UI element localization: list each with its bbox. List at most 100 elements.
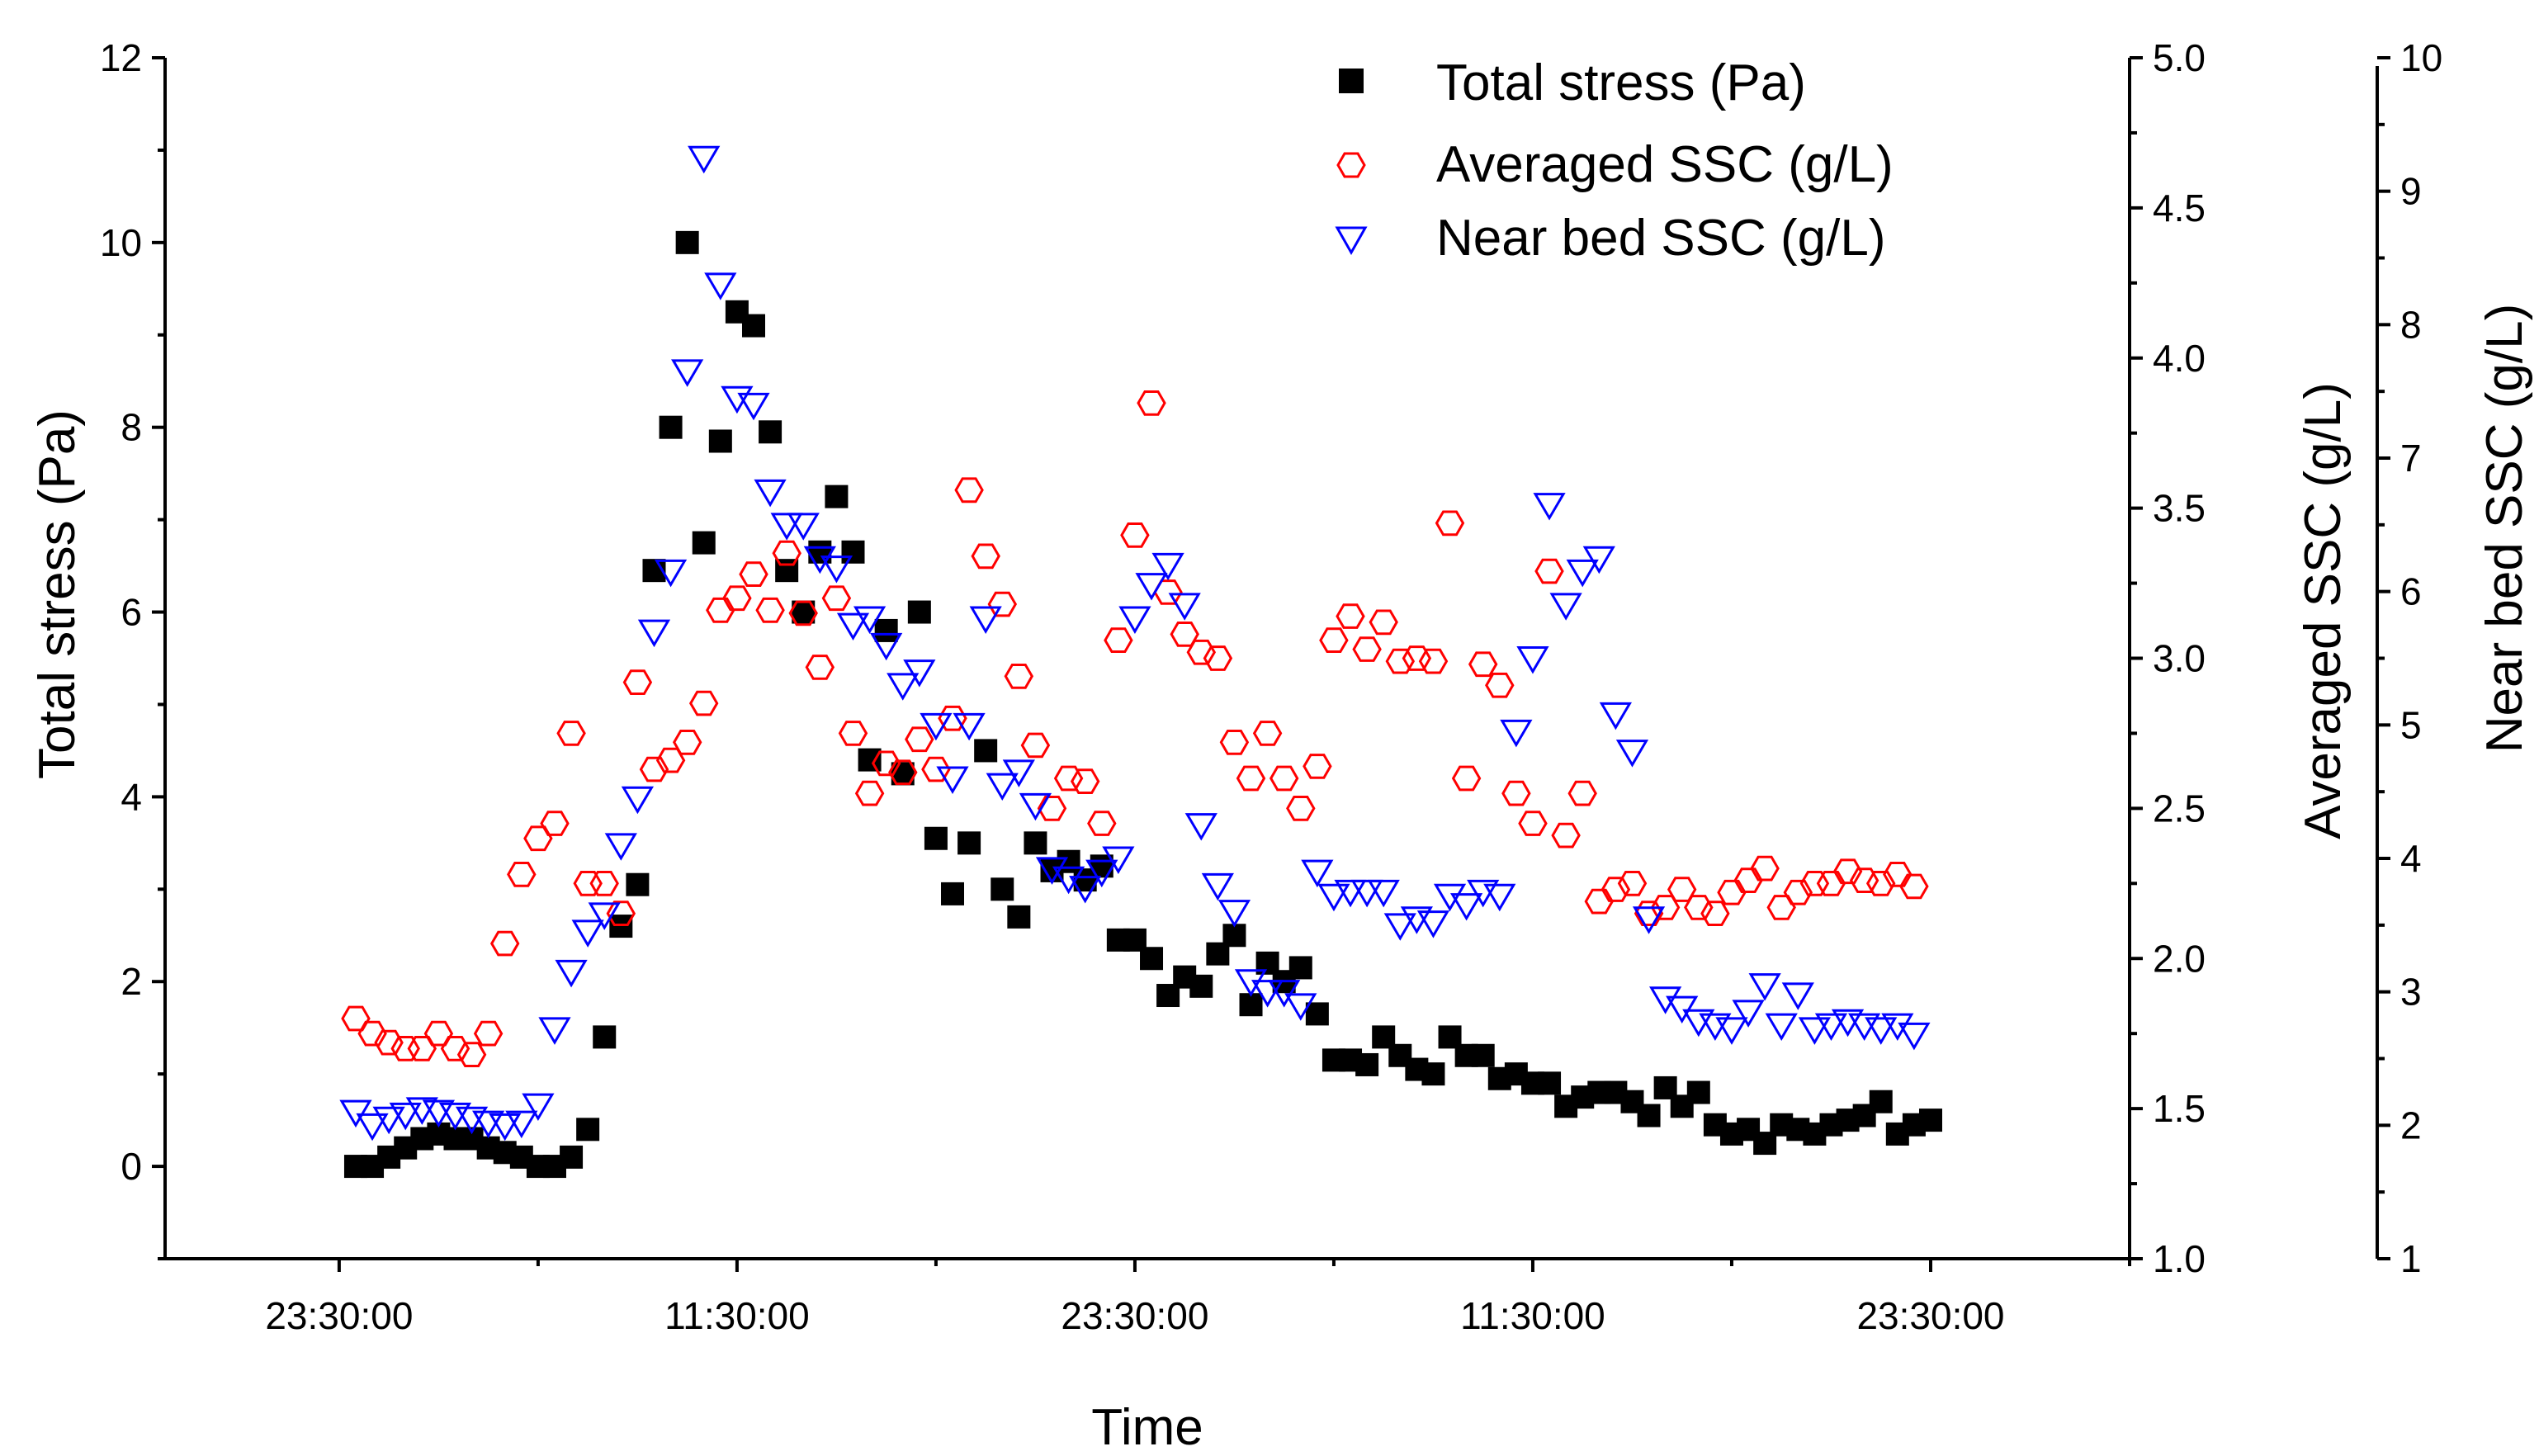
averaged-ssc-point (1750, 855, 1780, 882)
near-bed-ssc-point (986, 773, 1019, 801)
averaged-ssc-point (589, 871, 619, 896)
total-stress-point (957, 831, 981, 855)
averaged-ssc-point (1104, 627, 1133, 653)
averaged-ssc-point (938, 705, 967, 731)
averaged-ssc-point (606, 901, 636, 926)
near-bed-ssc-point (870, 632, 903, 661)
axes (163, 58, 2379, 1260)
averaged-ssc-point (1203, 645, 1233, 671)
near-bed-ssc-point (1814, 1013, 1848, 1042)
near-bed-ssc-point (920, 712, 953, 741)
right-axis-1-tick-label: 5.0 (2153, 36, 2206, 79)
x-axis-tick-label: 23:30:00 (1061, 1294, 1208, 1337)
averaged-ssc-point (390, 1036, 420, 1061)
left-axis-tick-label: 0 (121, 1145, 142, 1188)
averaged-ssc-point (788, 600, 818, 626)
right-axis-2-tick-label: 2 (2400, 1104, 2422, 1146)
near-bed-ssc-point (1102, 846, 1135, 874)
near-bed-ssc-point (1052, 866, 1085, 895)
near-bed-ssc-point (604, 833, 637, 861)
averaged-ssc-point (1286, 796, 1316, 821)
near-bed-ssc-point (372, 1106, 405, 1135)
legend-marker-averaged-ssc (1336, 152, 1366, 178)
averaged-ssc-point (905, 726, 934, 753)
averaged-ssc-point (1352, 636, 1382, 662)
near-bed-ssc-point (1865, 1017, 1898, 1045)
near-bed-ssc-point (1748, 973, 1781, 1001)
total-stress-point (759, 420, 783, 444)
left-axis-tick-label: 2 (121, 960, 142, 1003)
averaged-ssc-point (1717, 879, 1747, 905)
near-bed-ssc-point (637, 619, 671, 648)
legend-label-averaged-ssc: Averaged SSC (g/L) (1436, 136, 1894, 193)
total-stress-point (692, 531, 716, 555)
averaged-ssc-point (523, 825, 553, 852)
averaged-ssc-point (1816, 871, 1846, 896)
near-bed-ssc-point (1516, 646, 1549, 674)
series-total-stress-pa (343, 230, 1942, 1179)
averaged-ssc-point (954, 477, 984, 503)
near-bed-ssc-point (1301, 859, 1334, 888)
averaged-ssc-point (755, 597, 785, 623)
total-stress-point (1305, 1002, 1329, 1026)
averaged-ssc-point (1252, 721, 1283, 746)
near-bed-ssc-point (754, 479, 787, 508)
averaged-ssc-point (473, 1020, 504, 1047)
ticks (152, 56, 2390, 1272)
series-near-bed-ssc-g-l (339, 145, 1931, 1142)
averaged-ssc-point (1236, 765, 1266, 792)
averaged-ssc-point (573, 871, 603, 896)
near-bed-ssc-point (538, 1017, 571, 1045)
averaged-ssc-point (540, 811, 570, 836)
total-stress-point (1222, 924, 1246, 948)
averaged-ssc-point (1501, 780, 1531, 806)
right-axis-2-tick-label: 10 (2400, 36, 2442, 79)
near-bed-ssc-point (671, 359, 704, 387)
near-bed-ssc-point (1582, 546, 1615, 574)
averaged-ssc-point (1799, 871, 1830, 896)
near-bed-ssc-point (571, 919, 604, 948)
near-bed-ssc-point (1500, 719, 1533, 748)
near-bed-ssc-point (1069, 876, 1102, 904)
averaged-ssc-point (1402, 645, 1432, 671)
averaged-ssc-point (1832, 858, 1863, 885)
near-bed-ssc-point (1201, 872, 1234, 901)
averaged-ssc-point (1319, 627, 1349, 653)
right-axis-1-tick-label: 2.0 (2153, 937, 2206, 980)
averaged-ssc-point (407, 1036, 437, 1061)
near-bed-ssc-point (505, 1110, 538, 1139)
near-bed-ssc-point (1151, 552, 1184, 581)
near-bed-ssc-point (1019, 792, 1052, 821)
total-stress-point (974, 739, 998, 763)
near-bed-ssc-point (588, 902, 621, 930)
averaged-ssc-point (1468, 651, 1498, 678)
left-axis-tick-label: 12 (100, 36, 142, 79)
averaged-ssc-point (1518, 811, 1548, 836)
averaged-ssc-point (1684, 895, 1714, 920)
near-bed-ssc-point (1217, 900, 1251, 928)
near-bed-ssc-point (1549, 593, 1582, 621)
total-stress-point (1288, 956, 1312, 980)
x-axis-title: Time (1091, 1399, 1203, 1456)
near-bed-ssc-point (1168, 593, 1201, 621)
averaged-ssc-point (1004, 664, 1034, 689)
legend-marker-total-stress (1339, 69, 1364, 93)
near-bed-ssc-point (936, 766, 969, 794)
averaged-ssc-point (1551, 822, 1581, 849)
right-axis-1-tick-label: 1.0 (2153, 1237, 2206, 1280)
near-bed-ssc-point (1350, 879, 1383, 908)
near-bed-ssc-point (1433, 883, 1467, 912)
averaged-ssc-point (1435, 510, 1465, 537)
total-stress-point (907, 600, 931, 624)
averaged-ssc-point (1567, 780, 1597, 806)
right-axis-2-tick-label: 4 (2400, 837, 2422, 880)
near-bed-ssc-point (1533, 493, 1566, 521)
legend: Total stress (Pa) Averaged SSC (g/L) Nea… (1335, 54, 1894, 267)
right-axis-1-tick-label: 2.5 (2153, 787, 2206, 830)
total-stress-point (991, 877, 1014, 901)
tick-labels: 0246810121.01.52.02.53.03.54.04.55.01234… (100, 36, 2442, 1337)
averaged-ssc-point (639, 756, 669, 782)
total-stress-point (1918, 1109, 1942, 1132)
near-bed-ssc-point (887, 673, 920, 701)
averaged-ssc-point (971, 543, 1000, 570)
